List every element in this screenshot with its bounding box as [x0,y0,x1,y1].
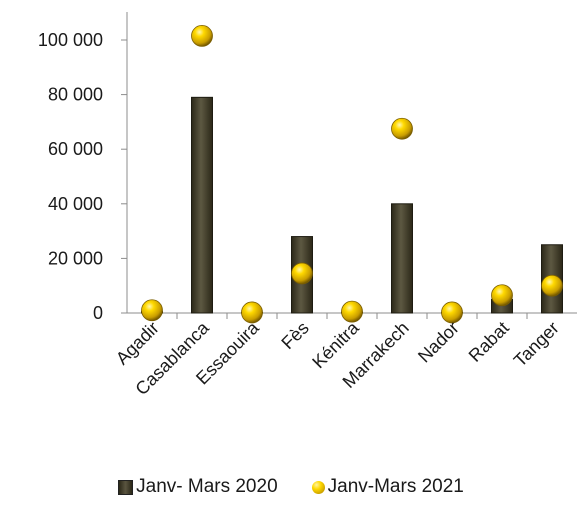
legend: Janv- Mars 2020 Janv-Mars 2021 [0,476,582,498]
legend-label-2020: Janv- Mars 2020 [136,476,278,497]
x-tick-label: Tanger [510,318,563,371]
y-tick-label: 20 000 [48,248,103,268]
legend-label-2021: Janv-Mars 2021 [327,476,464,497]
y-tick-label: 60 000 [48,139,103,159]
marker-2021 [141,299,163,322]
bar-2020 [191,96,213,314]
marker-2021 [441,301,463,324]
marker-2021 [291,262,313,285]
bar-2020 [391,203,413,314]
legend-item-2021: Janv-Mars 2021 [311,476,464,498]
legend-item-2020: Janv- Mars 2020 [118,476,278,498]
y-tick-label: 100 000 [38,30,103,50]
y-tick-label: 0 [93,303,103,323]
marker-2021 [541,274,563,297]
marker-2021 [241,301,263,324]
x-tick-label: Fès [277,318,312,353]
legend-marker-swatch [311,480,325,494]
y-tick-label: 40 000 [48,194,103,214]
y-tick-label: 80 000 [48,85,103,105]
marker-2021 [191,25,213,47]
legend-bar-swatch [118,479,134,495]
marker-2021 [341,300,363,323]
marker-2021 [491,284,513,307]
marker-2021 [391,117,413,140]
x-tick-label: Nador [414,318,463,367]
x-tick-label: Rabat [465,318,513,366]
